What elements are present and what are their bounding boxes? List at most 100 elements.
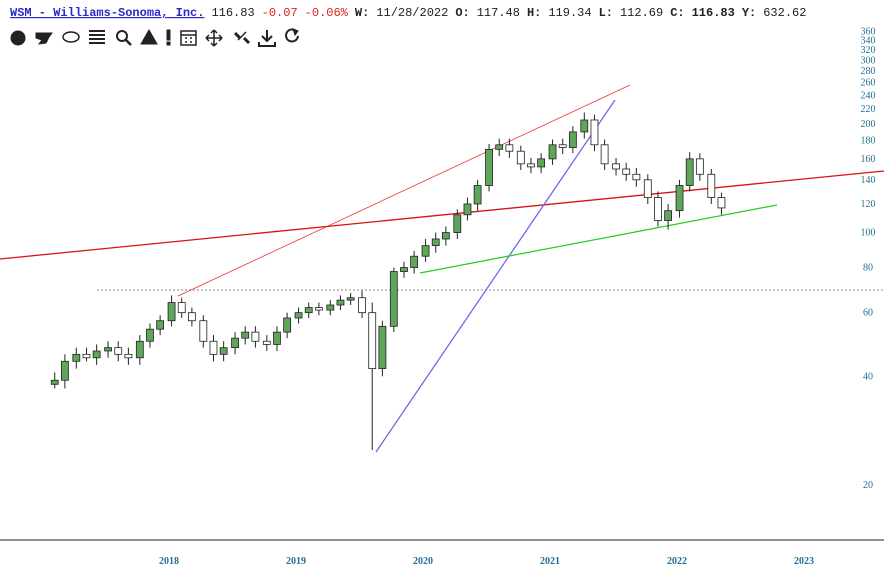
symbol-link[interactable]: WSM - Williams-Sonoma, Inc. [10,6,204,20]
y-tick-label: 180 [861,135,876,146]
tool-download[interactable] [258,30,276,47]
tool-search[interactable] [116,30,128,42]
candle-body [326,304,335,311]
quote-header: WSM - Williams-Sonoma, Inc. 116.83 -0.07 -0… [10,6,806,20]
candle-body [664,210,673,221]
candle-body [695,158,704,175]
candle-body [453,214,462,233]
candle-body [675,185,684,212]
candle-body [548,144,557,160]
candle-body [50,379,59,385]
candle-body [104,347,112,352]
quote-value: 112.69 [620,6,663,20]
candle-body [72,353,81,362]
y-tick-label: 100 [861,228,876,239]
tool-palette[interactable] [10,30,26,46]
quote-label: Y: [742,6,756,20]
candle-body [314,307,323,311]
y-tick-label: 200 [861,119,876,130]
y-tick-label: 220 [861,104,876,115]
quote-value: 117.48 [477,6,520,20]
price-change-pct: -0.06% [305,6,349,20]
y-tick-label: 120 [861,199,876,210]
quote-label: H: [527,6,541,20]
candle-body [146,328,154,342]
candle-body [612,163,620,170]
candle-body [304,307,313,314]
candle-body [294,312,303,319]
candle-body [590,119,599,146]
candle-body [60,360,69,381]
candle-body [262,340,271,345]
quote-value: 119.34 [548,6,591,20]
candle-body [441,232,450,240]
candle-body [473,185,482,205]
candle-body [654,197,662,221]
x-tick-label: 2021 [540,556,560,567]
candle-body [622,168,631,175]
candle-body [336,299,345,306]
y-tick-label: 60 [863,308,873,319]
candle-body [273,331,281,345]
x-tick-label: 2023 [794,556,814,567]
trend-line [419,204,778,274]
tool-twitter[interactable] [35,32,53,45]
candle-body [421,245,430,257]
candle-body [643,179,652,198]
y-tick-label: 260 [861,78,876,89]
candle-body [431,238,440,247]
y-tick-label: 240 [861,90,876,101]
y-tick-label: 140 [861,175,876,186]
tool-refresh[interactable] [285,28,299,43]
candle-body [558,144,567,148]
quote-label: C: [670,6,684,20]
tool-calendar[interactable] [180,30,197,46]
trend-line [375,99,616,453]
x-tick-label: 2019 [286,556,306,567]
candle-body [231,337,239,349]
tool-alert[interactable] [140,28,158,45]
quote-label: O: [455,6,469,20]
candle-body [135,340,144,359]
y-tick-label: 160 [861,154,876,165]
last-price: 116.83 [211,6,254,20]
tool-link[interactable] [233,31,251,45]
tool-move[interactable] [205,29,223,47]
candle-body [485,148,493,186]
candle-body [209,340,218,355]
price-change: -0.07 [262,6,298,20]
candle-body [495,144,504,150]
y-tick-label: 20 [863,480,873,491]
candle-body [400,267,408,272]
y-tick-label: 320 [861,45,876,56]
y-tick-label: 340 [861,36,876,47]
y-tick-label: 280 [861,66,876,77]
candle-body [368,312,377,370]
tool-comment[interactable] [62,31,80,43]
candle-body [516,150,525,165]
tool-exclaim[interactable] [166,29,171,41]
candle-body [346,297,355,301]
y-tick-label: 80 [863,263,873,274]
candle-body [82,353,91,359]
quote-label: L: [599,6,613,20]
candle-body [632,173,641,181]
candle-body [527,163,535,168]
quote-value: 116.83 [692,6,735,20]
candle-body [167,302,176,322]
candle-body [199,320,208,342]
candle-body [685,158,694,186]
candle-body [410,255,419,268]
quote-value: 11/28/2022 [376,6,448,20]
candle-body [124,353,133,359]
x-tick-label: 2018 [159,556,179,567]
candles [50,112,726,450]
tool-list[interactable] [89,30,105,44]
candle-body [378,325,387,370]
candle-body [600,144,609,165]
candle-body [283,317,292,333]
trend-line [0,170,884,260]
x-tick-label: 2020 [413,556,433,567]
toolbar [10,28,299,47]
